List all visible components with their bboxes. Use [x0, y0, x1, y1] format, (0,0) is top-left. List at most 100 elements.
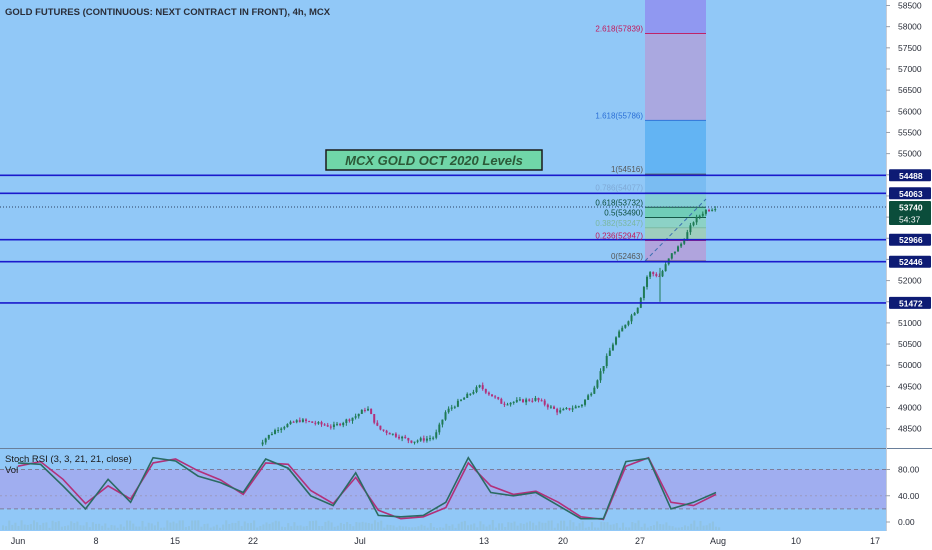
volume-bar-40 [126, 520, 128, 530]
candle-body-51 [419, 438, 422, 441]
volume-bar-51 [160, 527, 163, 530]
stoch-axis[interactable]: 0.00 40.00 80.00 [886, 465, 920, 528]
candle-body-4 [274, 430, 277, 434]
candle-body-18 [317, 422, 320, 424]
volume-bar-156 [485, 526, 488, 530]
annotation-box[interactable] [325, 149, 543, 171]
volume-bar-63 [197, 520, 200, 530]
candle-body-25 [339, 423, 342, 426]
volume-bar-103 [321, 526, 324, 530]
candle-body-52 [422, 438, 425, 441]
volume-bar-224 [696, 526, 699, 530]
time-tick-10: 10 [791, 536, 801, 546]
candle-body-92 [546, 404, 549, 408]
volume-bar-200 [622, 522, 624, 530]
volume-bar-107 [333, 526, 336, 530]
candle-body-61 [450, 407, 453, 409]
volume-bar-86 [268, 523, 271, 530]
volume-bar-209 [649, 526, 652, 530]
volume-bar-88 [274, 520, 277, 530]
fib-label-0.786: 0.786(54077) [595, 184, 643, 193]
candle-body-93 [549, 406, 552, 408]
level-lines[interactable] [0, 174, 886, 304]
volume-bar-171 [532, 522, 535, 530]
candle-body-58 [441, 419, 444, 425]
volume-bar-43 [135, 526, 138, 530]
volume-bar-71 [222, 524, 225, 530]
candle-body-137 [686, 232, 689, 241]
candle-body-28 [348, 419, 351, 421]
volume-bar-59 [184, 527, 187, 530]
volume-bar-57 [178, 520, 181, 530]
volume-bar-150 [467, 525, 469, 530]
volume-bar-82 [256, 527, 259, 530]
volume-bar-56 [175, 523, 178, 530]
volume-bar-50 [157, 521, 159, 530]
price-pane-background[interactable] [0, 0, 886, 448]
volume-bar-113 [352, 526, 355, 530]
candle-body-95 [556, 408, 559, 413]
volume-bar-33 [104, 523, 107, 530]
volume-bar-181 [563, 520, 566, 530]
candle-body-127 [655, 274, 658, 277]
time-tick-15: 15 [170, 536, 180, 546]
candle-body-114 [615, 337, 618, 345]
candle-body-56 [435, 432, 438, 438]
volume-bar-25 [79, 525, 82, 530]
candle-body-70 [478, 385, 481, 388]
volume-bar-212 [659, 524, 662, 530]
candle-body-14 [305, 419, 308, 422]
volume-bar-221 [687, 526, 690, 530]
fib-extension-boxes[interactable] [645, 0, 706, 262]
candle-body-30 [354, 416, 357, 418]
volume-bar-0 [2, 525, 4, 530]
volume-bar-194 [603, 522, 606, 530]
candle-body-125 [649, 272, 652, 277]
volume-bar-95 [296, 525, 299, 530]
volume-bar-179 [556, 523, 559, 530]
volume-bar-180 [560, 520, 562, 530]
volume-bar-10 [33, 520, 35, 530]
fib-label-0: 0(52463) [611, 252, 643, 261]
candle-body-37 [376, 422, 379, 426]
candle-body-86 [528, 399, 531, 401]
volume-bar-145 [451, 524, 454, 530]
fib-trend-line[interactable] [644, 198, 707, 262]
volume-bar-153 [476, 527, 479, 530]
volume-bar-3 [11, 524, 14, 530]
volume-bar-102 [318, 526, 321, 530]
volume-bar-128 [398, 525, 401, 530]
volume-bar-126 [392, 525, 395, 530]
level-badge-52966 [889, 233, 931, 246]
volume-bar-205 [637, 520, 640, 530]
candle-body-143 [704, 210, 707, 214]
volume-bar-31 [98, 523, 101, 530]
fib-zone-5 [645, 207, 706, 218]
volume-bar-70 [219, 527, 221, 530]
volume-bar-227 [705, 525, 708, 530]
volume-bar-155 [482, 524, 485, 530]
volume-bar-37 [116, 527, 119, 530]
volume-bar-133 [414, 527, 417, 530]
volume-bar-131 [408, 527, 411, 530]
volume-bar-8 [26, 524, 29, 530]
candle-body-10 [292, 421, 295, 423]
time-tick-Jun: Jun [11, 536, 26, 546]
volume-bar-216 [671, 526, 674, 530]
candle-body-128 [658, 276, 661, 278]
candle-body-85 [525, 399, 528, 403]
candle-body-64 [460, 399, 463, 401]
time-axis[interactable]: Jun 8 15 22 Jul 13 20 27 Aug 10 17 [11, 536, 880, 546]
candle-body-16 [311, 421, 314, 423]
fib-zone-1 [645, 33, 706, 121]
volume-bar-187 [581, 521, 584, 530]
volume-bar-27 [85, 522, 88, 530]
volume-bar-137 [426, 527, 429, 530]
candle-body-24 [336, 423, 339, 425]
volume-bar-73 [228, 524, 231, 530]
time-axis-background[interactable] [0, 531, 932, 550]
volume-bar-5 [17, 525, 20, 530]
price-tick-label-50500: 50500 [898, 339, 922, 349]
volume-bar-79 [246, 523, 249, 530]
